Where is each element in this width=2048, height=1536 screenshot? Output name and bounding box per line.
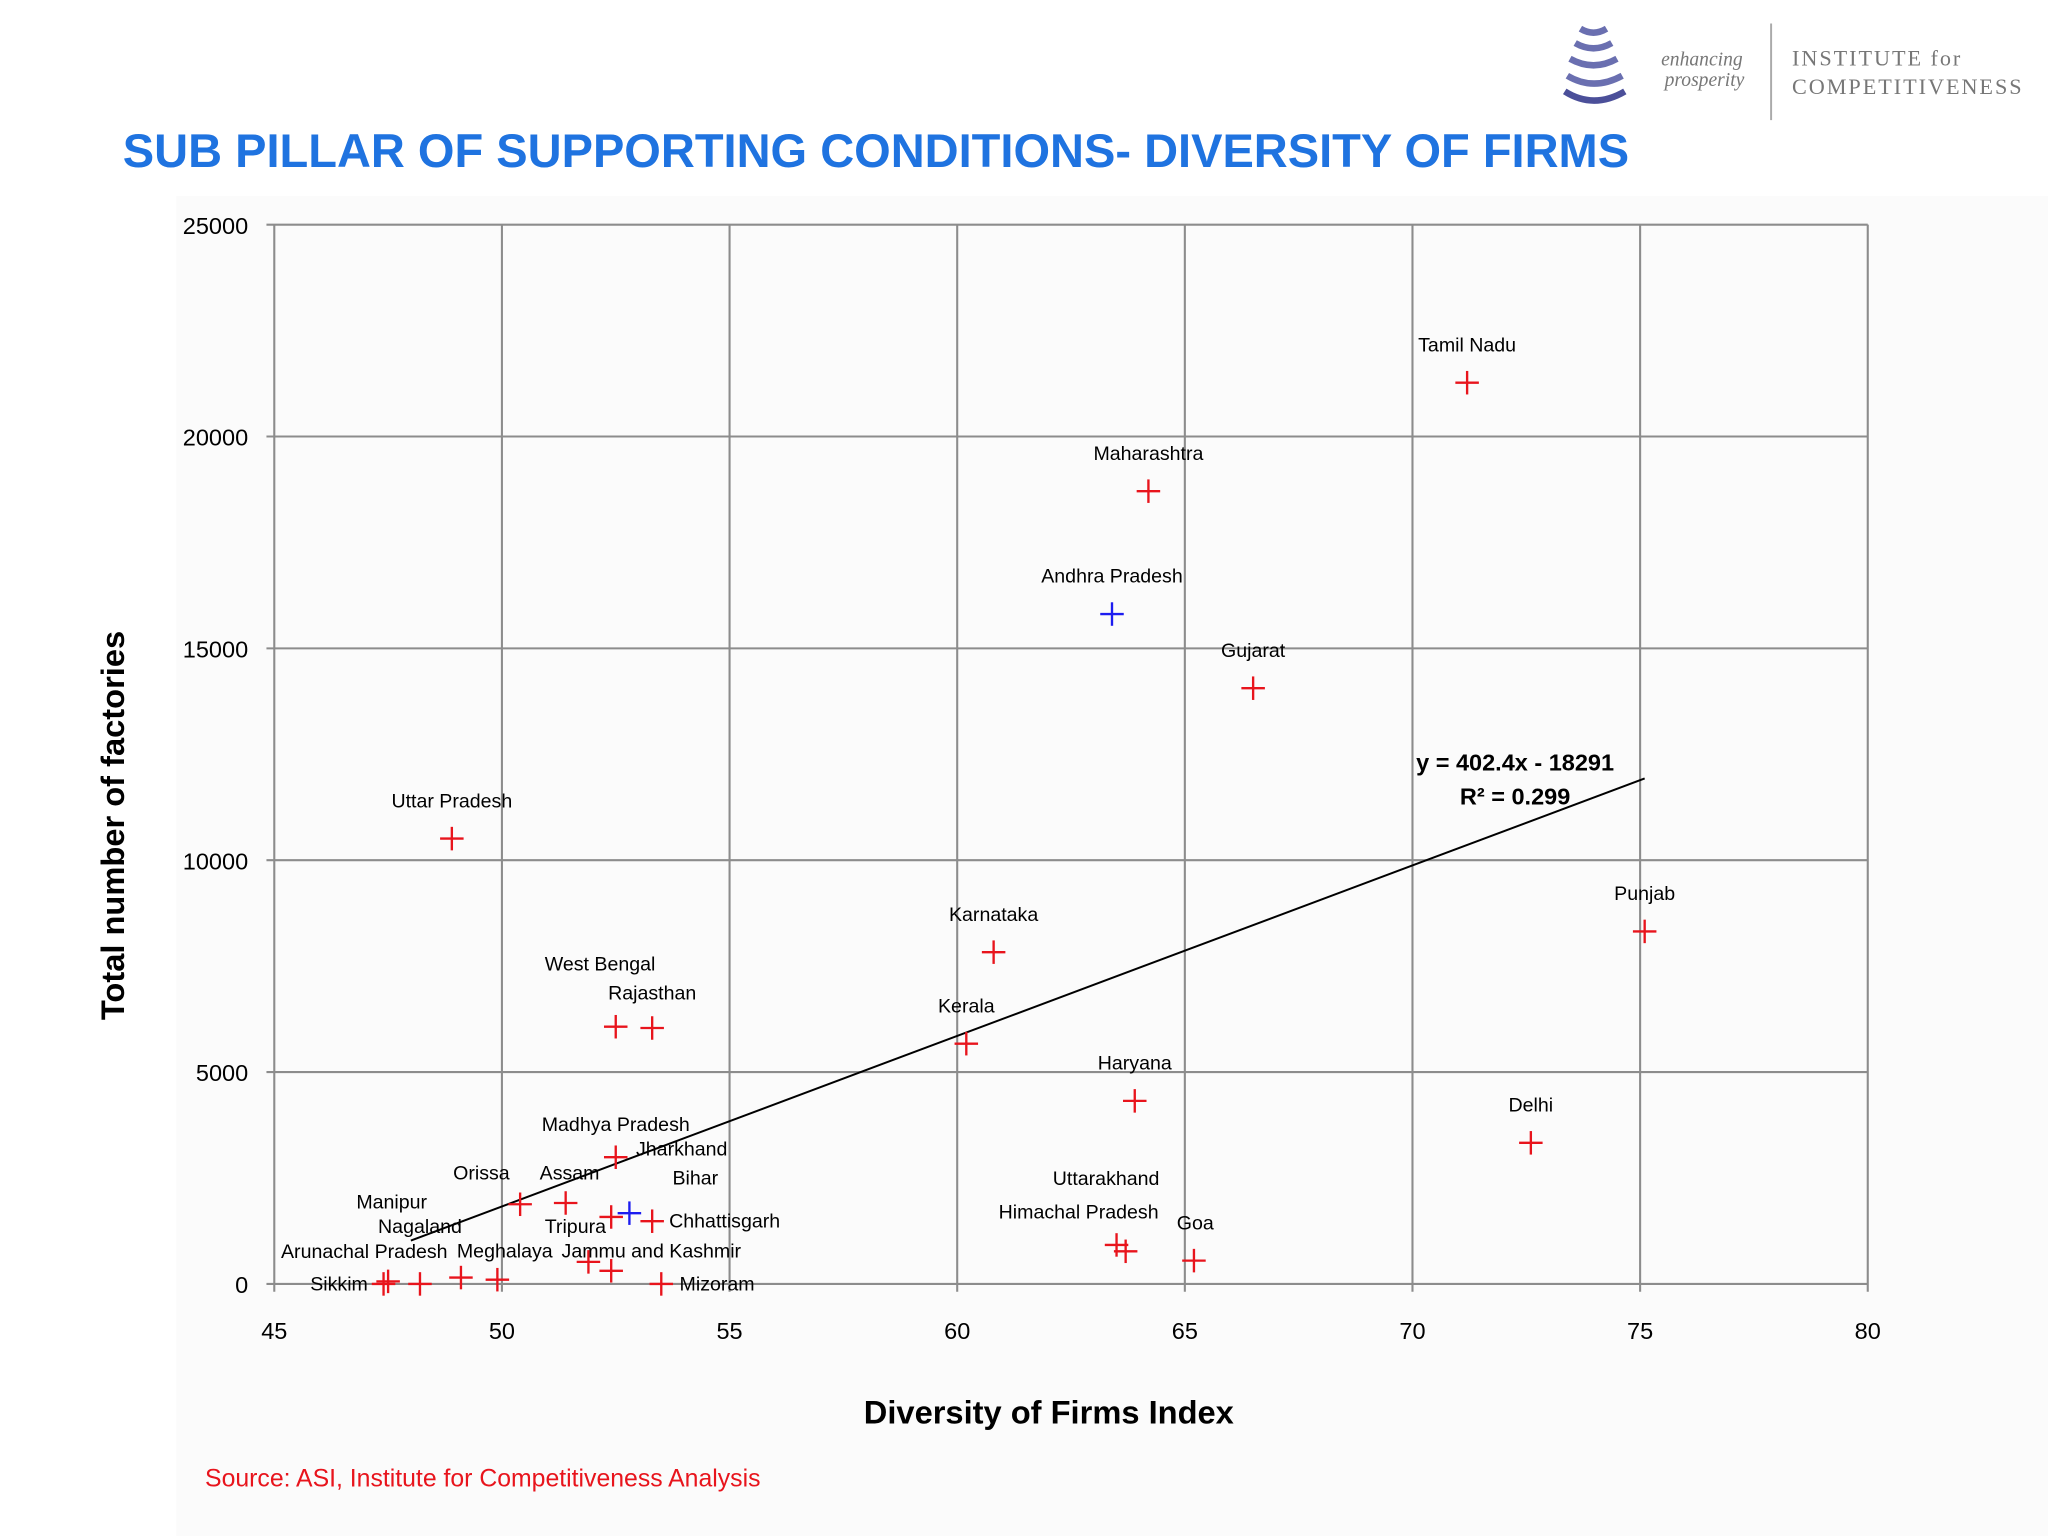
point-label: Manipur [356,1191,427,1213]
point-label: Orissa [453,1162,510,1184]
y-tick-label: 25000 [183,213,248,239]
trend-equation: y = 402.4x - 18291 [1416,750,1614,776]
point-label: Uttarakhand [1053,1168,1160,1190]
logo-org-2: COMPETITIVENESS [1792,74,2024,99]
grid: 45 50 55 60 65 70 75 80 0 5000 10000 15000 20000 2500… [183,213,1881,1344]
point-label: Himachal Pradesh [999,1202,1159,1224]
logo-org-1: INSTITUTE for [1792,45,1962,70]
page-title: SUB PILLAR OF SUPPORTING CONDITIONS- DIV… [123,124,1629,177]
x-tick-label: 60 [944,1318,970,1344]
point-label: Maharashtra [1093,443,1203,465]
data-point [640,1209,664,1233]
data-point [576,1250,601,1274]
logo-tagline-2: prosperity [1663,70,1745,91]
point-label: Arunachal Pradesh [281,1241,448,1263]
source-note: Source: ASI, Institute for Competitivene… [205,1465,760,1492]
point-label: Assam [540,1162,600,1184]
point-label: Sikkim [310,1273,368,1295]
data-point [981,940,1006,964]
data-point [408,1272,432,1296]
data-point [649,1272,674,1296]
data-point [603,1145,628,1169]
trend-r2: R² = 0.299 [1460,784,1570,810]
point-label: Nagaland [378,1216,462,1238]
data-point [1182,1248,1206,1273]
point-label: Gujarat [1221,640,1286,662]
leaf-logo-icon [1562,25,1627,104]
point-label: Madhya Pradesh [542,1114,690,1136]
y-tick-label: 15000 [183,637,248,663]
point-label: Haryana [1098,1053,1172,1075]
data-point [617,1201,642,1225]
data-point [553,1191,578,1215]
point-label: Bihar [673,1167,719,1189]
data-point [603,1014,628,1039]
data-point [1632,919,1657,944]
point-label: Jammu and Kashmir [562,1241,742,1263]
data-point [1100,602,1124,626]
x-tick-label: 50 [489,1318,515,1344]
point-label: Goa [1177,1212,1214,1234]
logo-tagline-1: enhancing [1661,49,1743,70]
point-label: Punjab [1614,883,1675,905]
point-label: Andhra Pradesh [1041,566,1183,588]
point-label: Tripura [545,1216,606,1238]
point-label: West Bengal [545,954,656,976]
x-tick-label: 80 [1855,1318,1881,1344]
data-point [449,1265,473,1290]
point-labels: Tamil Nadu Maharashtra Andhra Pradesh Gujar… [281,334,1675,1295]
data-point [376,1269,400,1294]
x-tick-label: 75 [1627,1318,1653,1344]
data-point [1519,1131,1543,1155]
point-label: Uttar Pradesh [391,790,512,812]
point-label: Mizoram [680,1273,755,1295]
data-point [1455,370,1479,395]
x-tick-label: 55 [716,1318,742,1344]
point-label: Tamil Nadu [1418,334,1516,356]
y-tick-label: 10000 [183,848,248,874]
x-axis-label: Diversity of Firms Index [864,1394,1234,1431]
data-point [954,1031,979,1056]
point-label: Delhi [1509,1094,1554,1116]
x-tick-label: 70 [1399,1318,1425,1344]
y-tick-label: 5000 [196,1060,248,1086]
data-point [485,1267,510,1292]
data-point [599,1259,623,1283]
point-label: Jharkhand [636,1139,727,1161]
x-tick-label: 45 [261,1318,287,1344]
y-tick-label: 0 [235,1272,248,1298]
point-label: Meghalaya [457,1240,553,1262]
data-point [599,1205,623,1229]
data-point [508,1192,532,1217]
data-point [1241,676,1265,700]
point-label: Kerala [938,995,995,1017]
x-tick-label: 65 [1172,1318,1198,1344]
data-point [1104,1233,1129,1257]
data-point [440,826,464,851]
data-point [1123,1089,1147,1113]
data-points [371,370,1657,1296]
data-point [371,1272,396,1296]
point-label: Rajasthan [608,982,696,1004]
y-axis-label: Total number of factories [94,631,131,1020]
logo: enhancing prosperity INSTITUTE for COMPE… [1562,23,2024,121]
data-point [1136,479,1161,503]
data-point [1113,1239,1138,1264]
data-point [640,1016,664,1040]
y-tick-label: 20000 [183,425,248,451]
point-label: Chhattisgarh [669,1211,780,1233]
point-label: Karnataka [949,904,1038,926]
